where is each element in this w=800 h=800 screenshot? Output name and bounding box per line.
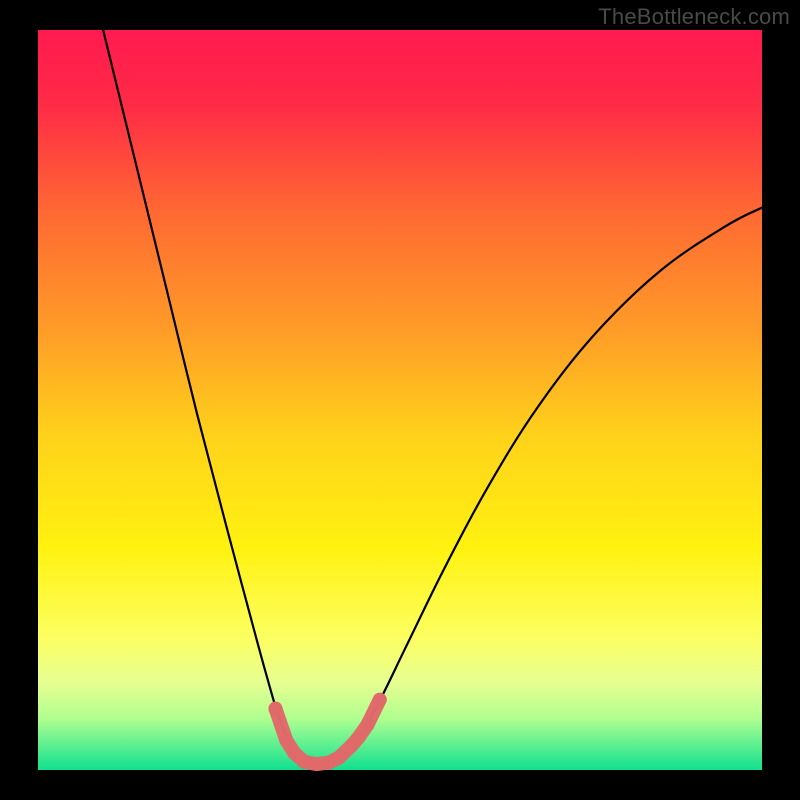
marker-point bbox=[332, 750, 346, 764]
marker-point bbox=[297, 755, 311, 769]
marker-point bbox=[279, 733, 293, 747]
chart-root: TheBottleneck.com bbox=[0, 0, 800, 800]
bottleneck-curve-chart bbox=[0, 0, 800, 800]
marker-point bbox=[373, 693, 387, 707]
marker-point bbox=[268, 702, 282, 716]
marker-point bbox=[351, 731, 365, 745]
watermark-text: TheBottleneck.com bbox=[598, 4, 790, 30]
marker-point bbox=[360, 718, 374, 732]
marker-point bbox=[310, 757, 324, 771]
